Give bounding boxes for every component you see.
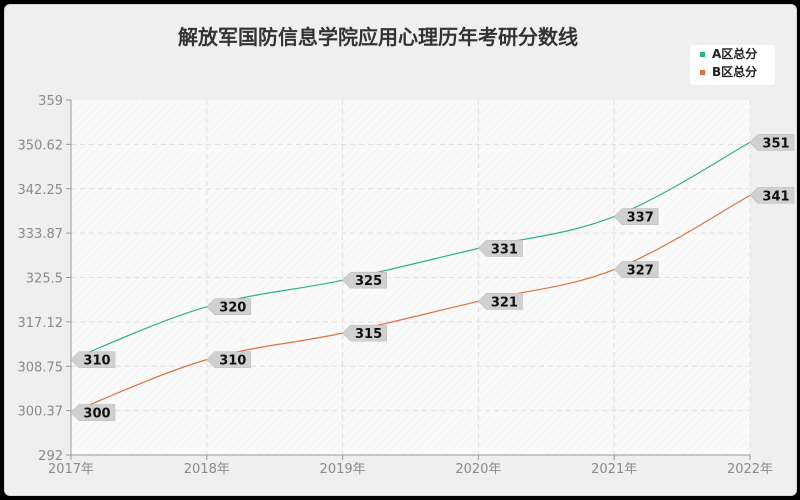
x-tick-label: 2021年: [591, 462, 637, 477]
svg-text:315: 315: [355, 327, 382, 342]
data-label: 325: [342, 271, 387, 289]
legend-label-b: B区总分: [712, 64, 757, 79]
x-tick-label: 2022年: [727, 462, 773, 477]
y-tick-label: 300.37: [18, 405, 64, 420]
legend-label-a: A区总分: [712, 46, 757, 61]
svg-text:327: 327: [627, 264, 654, 279]
series-line: [70, 194, 751, 414]
data-label: 310: [206, 351, 252, 369]
svg-text:341: 341: [762, 189, 789, 204]
legend-item-b[interactable]: B区总分: [700, 64, 757, 79]
x-tick-label: 2020年: [455, 462, 501, 477]
chart-title: 解放军国防信息学院应用心理历年考研分数线: [178, 25, 578, 49]
legend: A区总分 B区总分: [690, 45, 775, 85]
series-lines: [70, 141, 751, 414]
legend-swatch-a: [700, 52, 705, 57]
y-tick-label: 333.87: [18, 227, 64, 242]
svg-text:310: 310: [83, 354, 110, 369]
svg-text:351: 351: [762, 136, 789, 151]
y-tick-label: 308.75: [18, 360, 64, 375]
legend-swatch-b: [700, 70, 705, 75]
data-label: 320: [206, 298, 252, 316]
data-label: 327: [613, 261, 659, 279]
data-label: 341: [749, 187, 795, 204]
axes: 359 350.62 342.25 333.87 325.5 317.12 308.75 30…: [18, 94, 774, 477]
data-label: 331: [477, 240, 523, 257]
y-tick-label: 342.25: [18, 183, 64, 198]
svg-text:325: 325: [355, 274, 382, 289]
y-tick-label: 350.62: [18, 138, 64, 153]
y-tick-label: 325.5: [26, 272, 63, 287]
series-line: [70, 141, 751, 361]
x-tick-label: 2018年: [184, 462, 230, 477]
svg-text:310: 310: [219, 354, 246, 369]
data-label: 337: [613, 208, 659, 226]
legend-item-a[interactable]: A区总分: [700, 46, 757, 61]
svg-text:337: 337: [627, 211, 654, 226]
data-label: 351: [749, 134, 795, 151]
svg-text:331: 331: [491, 242, 518, 257]
data-labels: 310 320 325 331 337 351 300 310 315 321 327 341: [70, 134, 795, 422]
svg-text:300: 300: [83, 407, 110, 422]
x-tick-label: 2017年: [48, 462, 94, 477]
svg-text:320: 320: [219, 301, 246, 316]
data-label: 315: [342, 324, 387, 342]
data-label: 310: [70, 351, 116, 369]
svg-text:321: 321: [491, 295, 518, 310]
y-tick-label: 359: [38, 94, 63, 109]
x-tick-label: 2019年: [320, 462, 366, 477]
y-tick-label: 317.12: [18, 316, 64, 331]
data-label: 300: [70, 404, 116, 422]
data-label: 321: [477, 293, 523, 310]
y-tick-label: 292: [38, 449, 63, 464]
